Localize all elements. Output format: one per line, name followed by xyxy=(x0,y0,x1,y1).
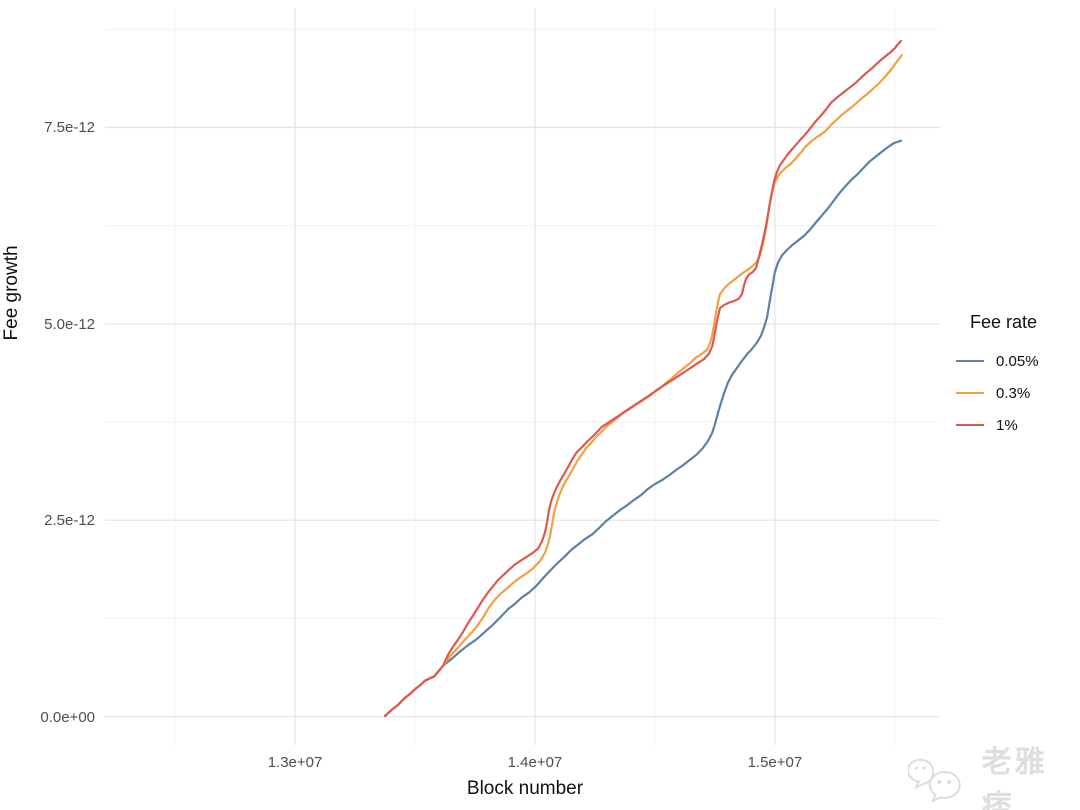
legend-items: 0.05% 0.3% 1% xyxy=(956,345,1076,441)
y-tick-label: 5.0e-12 xyxy=(44,315,95,333)
legend-key-line xyxy=(956,392,984,394)
legend-title: Fee rate xyxy=(970,312,1038,332)
watermark-text: 老雅痞 xyxy=(981,746,1048,810)
legend-label: 0.05% xyxy=(996,352,1039,370)
series-line-0.05% xyxy=(383,139,903,718)
x-tick-label: 1.5e+07 xyxy=(747,754,803,771)
x-axis-title: Block number xyxy=(466,778,584,799)
legend-label: 1% xyxy=(996,416,1018,434)
y-tick-label: 7.5e-12 xyxy=(44,119,95,137)
wechat-chat-bubbles-icon xyxy=(908,758,961,803)
legend-item-0.05%: 0.05% xyxy=(956,345,1076,377)
x-tick-label: 1.3e+07 xyxy=(267,754,323,771)
series-lines xyxy=(383,39,903,718)
minor-gridlines xyxy=(105,8,940,745)
legend-key-line xyxy=(956,424,984,426)
legend: Fee rate 0.05% 0.3% 1% xyxy=(956,312,1076,441)
legend-key-line xyxy=(956,360,984,362)
y-tick-label: 0.0e+00 xyxy=(40,708,95,726)
series-line-1% xyxy=(383,39,903,718)
legend-item-0.3%: 0.3% xyxy=(956,377,1076,409)
watermark: 老雅痞 xyxy=(908,737,1080,810)
series-line-0.3% xyxy=(383,53,903,718)
legend-item-1%: 1% xyxy=(956,409,1076,441)
y-tick-label: 2.5e-12 xyxy=(44,512,95,530)
major-gridlines xyxy=(105,8,940,745)
y-axis-title: Fee growth xyxy=(1,245,22,341)
legend-label: 0.3% xyxy=(996,384,1031,402)
x-tick-label: 1.4e+07 xyxy=(507,754,563,771)
